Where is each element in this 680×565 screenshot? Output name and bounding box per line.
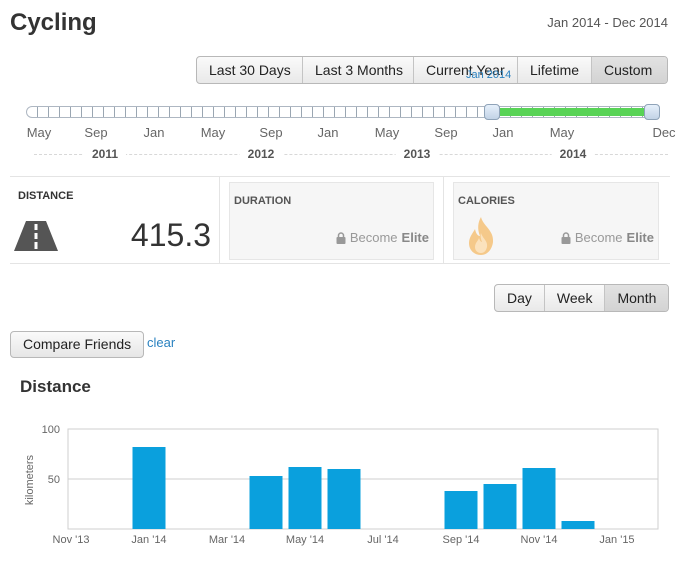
x-tick-label: Mar '14 [209,534,245,546]
year-divider [34,154,668,155]
stat-distance: DISTANCE 415.3 [10,177,220,263]
stat-label: DISTANCE [18,190,74,202]
slider-end-handle[interactable] [644,104,660,120]
slider-selected-range [492,108,652,116]
y-tick-label: 100 [42,424,60,436]
stats-panel: DISTANCE 415.3 DURATION Become Elite CAL… [10,176,670,264]
stat-label: CALORIES [458,195,515,207]
range-tabs: Last 30 Days Last 3 Months Current Year … [196,56,668,84]
slider-year-label: 2011 [83,147,127,161]
slider-year-label: 2013 [395,147,439,161]
slider-month-label: Jan [143,125,165,140]
slider-tooltip: Jan 2014 [466,69,512,81]
date-range-slider[interactable] [26,104,660,120]
lock-icon [561,231,571,244]
x-tick-label: Jan '14 [131,534,166,546]
become-elite-link[interactable]: Become Elite [336,230,429,245]
flame-icon [469,217,494,255]
locked-prefix: Become [574,230,623,245]
chart-bar[interactable] [483,484,517,529]
slider-year-label: 2012 [239,147,283,161]
tab-current-year[interactable]: Current Year [414,57,518,83]
page-title: Cycling [10,9,97,36]
slider-month-label: May [200,125,226,140]
tab-lifetime[interactable]: Lifetime [518,57,592,83]
stat-calories: CALORIES Become Elite [453,182,659,260]
slider-month-label: Jan [317,125,339,140]
stat-label: DURATION [234,195,292,207]
chart-grid [67,428,659,530]
tab-custom[interactable]: Custom [592,57,667,83]
chart-bars [132,447,595,529]
chart-bar[interactable] [561,521,595,529]
chart-bar[interactable] [288,467,322,529]
x-tick-label: Sep '14 [443,534,480,546]
slider-month-label: Jan [492,125,514,140]
x-tick-label: Nov '13 [53,534,90,546]
slider-month-label: Sep [84,125,108,140]
slider-year-labels: 2011 2012 2013 2014 [0,142,680,164]
slider-month-label: Dec [652,125,676,140]
chart-y-ticks: 50 100 [42,424,60,486]
clear-link[interactable]: clear [147,335,176,350]
tab-month[interactable]: Month [605,285,669,311]
tab-last-30-days[interactable]: Last 30 Days [197,57,303,83]
period-tabs: Day Week Month [494,284,670,312]
chart-x-ticks: Nov '13 Jan '14 Mar '14 May '14 Jul '14 Sep '… [53,534,635,546]
tab-week[interactable]: Week [545,285,606,311]
y-axis-label: kilometers [24,454,36,505]
slider-month-label: May [26,125,52,140]
chart-bar[interactable] [444,491,478,529]
slider-month-labels: May Sep Jan May Sep Jan May Sep Jan May … [0,125,680,141]
locked-prefix: Become [349,230,398,245]
x-tick-label: Jul '14 [367,534,398,546]
distance-value: 415.3 [130,217,211,253]
slider-month-label: May [549,125,575,140]
chart-bar[interactable] [249,476,283,529]
x-tick-label: May '14 [286,534,324,546]
stat-divider [443,177,444,263]
x-tick-label: Jan '15 [599,534,634,546]
locked-emphasis: Elite [626,230,654,245]
become-elite-link[interactable]: Become Elite [561,230,654,245]
date-range-label: Jan 2014 - Dec 2014 [547,15,668,30]
y-tick-label: 50 [48,474,60,486]
slider-month-label: Sep [259,125,283,140]
chart-bar[interactable] [327,469,361,529]
lock-icon [336,231,346,244]
road-icon [14,221,58,251]
slider-month-label: Sep [434,125,458,140]
slider-month-label: May [374,125,400,140]
compare-friends-button[interactable]: Compare Friends [10,331,145,358]
distance-chart: 50 100 Nov '13 Jan '14 Mar '14 May '14 Jul '1… [24,424,659,546]
chart-bar[interactable] [522,468,556,529]
slider-start-handle[interactable] [484,104,500,120]
slider-year-label: 2014 [551,147,595,161]
locked-emphasis: Elite [401,230,429,245]
tab-day[interactable]: Day [495,285,545,311]
stat-duration: DURATION Become Elite [229,182,434,260]
chart-title: Distance [20,377,91,396]
chart-bar[interactable] [132,447,166,529]
x-tick-label: Nov '14 [521,534,558,546]
tab-last-3-months[interactable]: Last 3 Months [303,57,414,83]
